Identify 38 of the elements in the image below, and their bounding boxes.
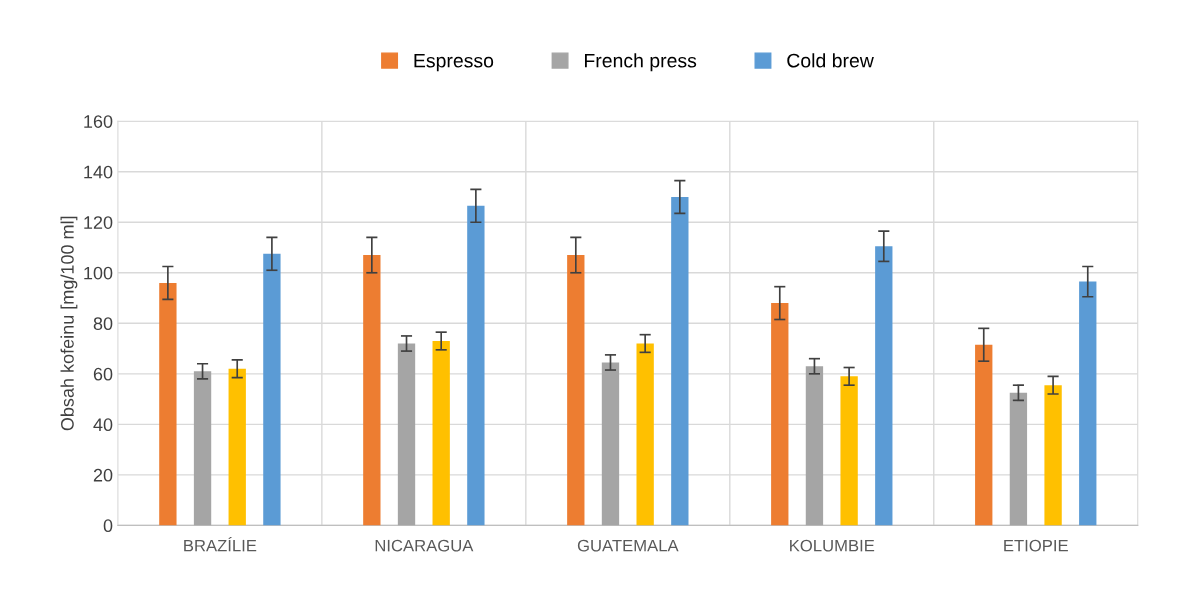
bar (159, 282, 177, 526)
legend-label: Cold brew (787, 53, 874, 68)
bar (636, 343, 654, 526)
bar (1079, 281, 1097, 526)
bar (975, 344, 993, 526)
y-tick-label: 160 (84, 115, 113, 128)
y-tick-label: 100 (84, 266, 113, 280)
bar (263, 253, 281, 526)
x-tick-label: GUATEMALA (577, 539, 679, 552)
legend-label: Espresso (414, 53, 494, 72)
y-tick-label: 140 (84, 165, 113, 179)
bar (432, 340, 450, 526)
y-tick-label: 40 (93, 418, 113, 432)
bar (363, 255, 381, 526)
bar (771, 303, 789, 526)
bar (1044, 385, 1062, 526)
bar (840, 376, 858, 526)
y-tick-label: 20 (93, 468, 113, 482)
y-tick-label: 60 (93, 367, 113, 381)
bar (193, 371, 212, 526)
bar (467, 205, 485, 526)
bar (671, 196, 689, 526)
y-axis-title: Obsah kofeinu [mg/100 ml] (60, 216, 78, 431)
bar (875, 246, 893, 526)
y-tick-label: 0 (103, 519, 113, 533)
x-tick-label: ETIOPIE (1004, 539, 1068, 552)
x-tick-label: BRAZÍLIE (184, 536, 257, 552)
bar (567, 255, 585, 526)
legend-label: French press (585, 53, 697, 72)
x-tick-label: NICARAGUA (375, 539, 474, 552)
x-tick-label: KOLUMBIE (790, 539, 875, 552)
bar (805, 366, 824, 526)
bar (601, 362, 620, 526)
bar (228, 368, 246, 526)
y-tick-label: 120 (84, 216, 113, 229)
bar (397, 343, 416, 526)
y-tick-label: 80 (93, 317, 113, 331)
bar (1009, 392, 1028, 526)
